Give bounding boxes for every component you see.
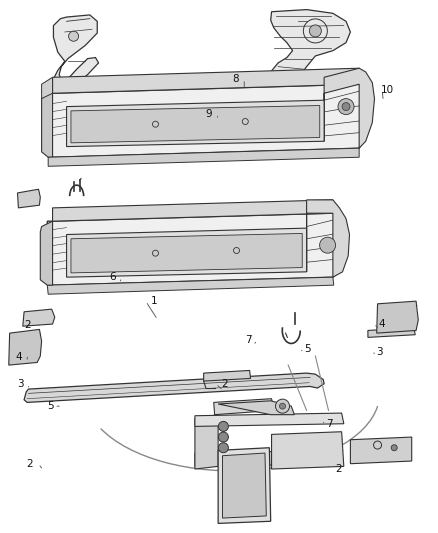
Polygon shape bbox=[67, 100, 324, 147]
Circle shape bbox=[309, 25, 321, 37]
Polygon shape bbox=[377, 301, 418, 333]
Polygon shape bbox=[42, 93, 53, 157]
Polygon shape bbox=[47, 277, 334, 294]
Polygon shape bbox=[40, 221, 53, 285]
Text: 4: 4 bbox=[15, 352, 22, 362]
Polygon shape bbox=[368, 328, 415, 337]
Polygon shape bbox=[218, 401, 294, 415]
Polygon shape bbox=[214, 399, 274, 415]
Polygon shape bbox=[204, 370, 251, 381]
Text: 2: 2 bbox=[24, 320, 31, 330]
Text: 5: 5 bbox=[47, 401, 54, 411]
Polygon shape bbox=[71, 233, 302, 273]
Circle shape bbox=[338, 99, 354, 115]
Text: 2: 2 bbox=[221, 379, 228, 389]
Circle shape bbox=[219, 443, 228, 453]
Polygon shape bbox=[53, 15, 99, 95]
Circle shape bbox=[276, 399, 290, 413]
Polygon shape bbox=[48, 148, 359, 166]
Text: 3: 3 bbox=[18, 379, 24, 389]
Text: 3: 3 bbox=[377, 347, 383, 357]
Circle shape bbox=[320, 237, 336, 253]
Polygon shape bbox=[24, 373, 324, 402]
Circle shape bbox=[279, 403, 286, 409]
Polygon shape bbox=[53, 200, 333, 221]
Polygon shape bbox=[23, 309, 55, 326]
Text: 8: 8 bbox=[232, 74, 239, 84]
Text: 7: 7 bbox=[326, 419, 333, 429]
Circle shape bbox=[69, 31, 78, 41]
Polygon shape bbox=[42, 77, 53, 99]
Polygon shape bbox=[218, 448, 271, 523]
Polygon shape bbox=[47, 213, 339, 285]
Text: 2: 2 bbox=[26, 459, 33, 469]
Polygon shape bbox=[307, 200, 350, 277]
Polygon shape bbox=[18, 189, 40, 208]
Text: 2: 2 bbox=[335, 464, 342, 474]
Polygon shape bbox=[48, 84, 364, 157]
Polygon shape bbox=[271, 10, 350, 90]
Text: 10: 10 bbox=[381, 85, 394, 94]
Polygon shape bbox=[223, 453, 266, 518]
Polygon shape bbox=[195, 450, 342, 466]
Text: 5: 5 bbox=[304, 344, 311, 354]
Polygon shape bbox=[195, 413, 344, 426]
Polygon shape bbox=[9, 329, 42, 365]
Polygon shape bbox=[324, 68, 374, 148]
Polygon shape bbox=[272, 432, 344, 469]
Text: 7: 7 bbox=[245, 335, 252, 345]
Text: 6: 6 bbox=[110, 272, 116, 282]
Polygon shape bbox=[67, 228, 307, 277]
Text: 1: 1 bbox=[151, 296, 158, 306]
Circle shape bbox=[219, 422, 228, 431]
Circle shape bbox=[342, 102, 350, 111]
Circle shape bbox=[219, 432, 228, 442]
Circle shape bbox=[391, 445, 397, 451]
Text: 4: 4 bbox=[379, 319, 385, 329]
Text: 9: 9 bbox=[205, 109, 212, 118]
Polygon shape bbox=[71, 106, 320, 143]
Polygon shape bbox=[195, 415, 218, 469]
Polygon shape bbox=[350, 437, 412, 464]
Polygon shape bbox=[53, 68, 359, 93]
